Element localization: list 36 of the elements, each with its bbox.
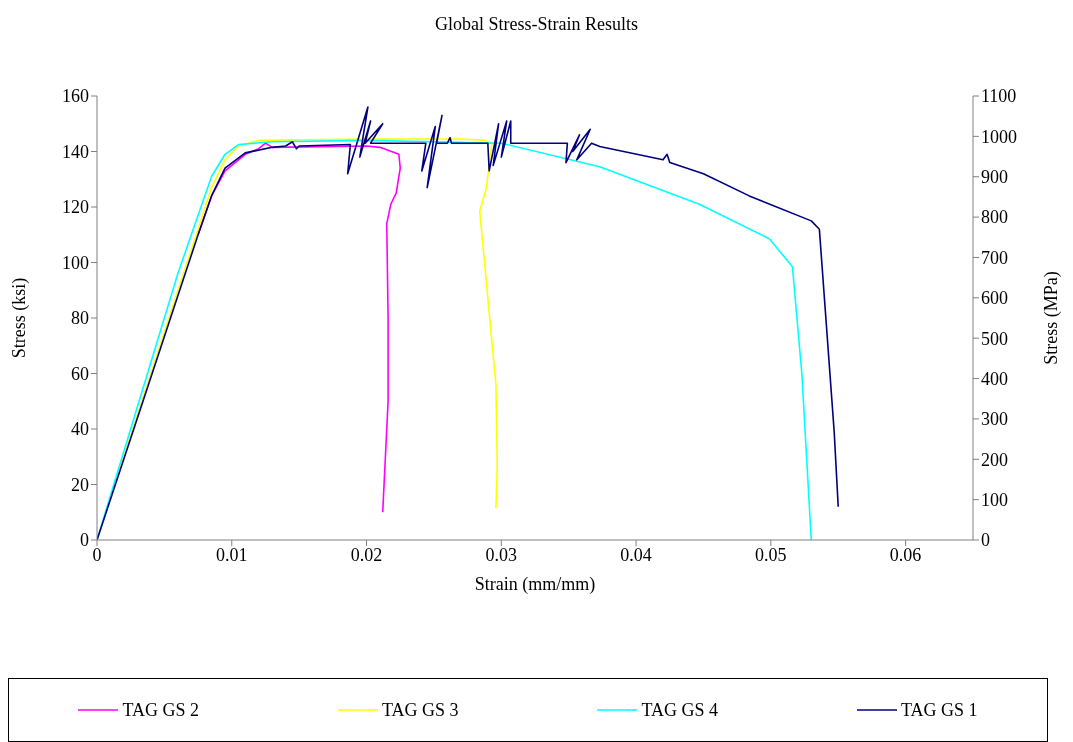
- y-tick-label: 20: [71, 474, 89, 495]
- legend-label: TAG GS 4: [641, 699, 719, 721]
- y-tick-label: 160: [62, 86, 89, 107]
- y-tick-label: 140: [62, 141, 89, 162]
- y2-tick-label: 800: [981, 207, 1008, 228]
- y2-axis-title: Stress (MPa): [1041, 271, 1063, 365]
- x-axis-title: Strain (mm/mm): [474, 574, 596, 595]
- x-tick-label: 0.04: [620, 544, 652, 565]
- y-tick-label: 120: [62, 197, 89, 218]
- x-tick-label: 0.02: [350, 544, 383, 565]
- legend-label: TAG GS 2: [122, 699, 200, 721]
- y2-tick-label: 900: [981, 167, 1008, 188]
- y-tick-label: 0: [80, 530, 89, 551]
- y2-tick-label: 400: [981, 368, 1008, 389]
- y-tick-label: 100: [62, 252, 89, 273]
- y-axis-title: Stress (ksi): [9, 277, 31, 359]
- y2-tick-label: 700: [981, 247, 1008, 268]
- y2-tick-label: 200: [981, 449, 1008, 470]
- y2-tick-label: 1100: [981, 86, 1017, 107]
- y2-tick-label: 1000: [981, 126, 1017, 147]
- y2-tick-label: 500: [981, 328, 1008, 349]
- chart-title: Global Stress-Strain Results: [434, 14, 639, 35]
- x-tick-label: 0.01: [216, 544, 248, 565]
- x-tick-label: 0.03: [485, 544, 518, 565]
- y2-tick-label: 100: [981, 490, 1008, 511]
- x-tick-label: 0.05: [755, 544, 787, 565]
- y-tick-label: 80: [71, 308, 89, 329]
- y2-tick-label: 600: [981, 288, 1008, 309]
- y2-tick-label: 0: [981, 530, 990, 551]
- x-tick-label: 0.06: [889, 544, 922, 565]
- x-tick-label: 0: [92, 544, 102, 565]
- y-tick-label: 40: [71, 419, 89, 440]
- y2-tick-label: 300: [981, 409, 1008, 430]
- y-tick-label: 60: [71, 363, 89, 384]
- legend-label: TAG GS 1: [900, 699, 978, 721]
- legend-label: TAG GS 3: [381, 699, 459, 721]
